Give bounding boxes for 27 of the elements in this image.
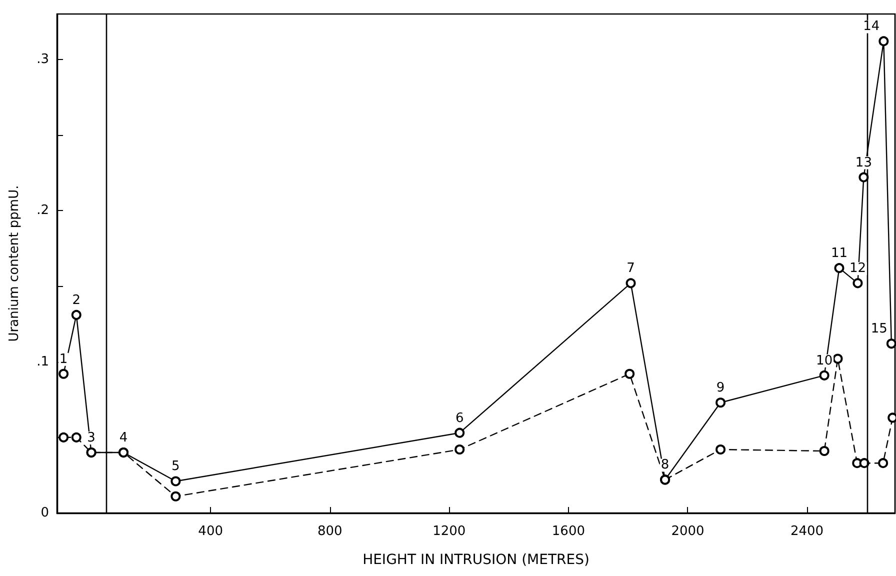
annotation: 8	[660, 458, 670, 473]
y-axis-title: Uranium content ppmU.	[7, 185, 22, 342]
annotation: 7	[626, 261, 635, 276]
x-tick-label: 400	[198, 524, 223, 539]
annotation: 13	[855, 155, 872, 170]
x-axis-title: HEIGHT IN INTRUSION (METRES)	[362, 552, 590, 568]
annotation: 4	[119, 430, 128, 446]
x-tick-label: 2000	[671, 524, 704, 539]
annotation: 3	[87, 430, 96, 446]
x-tick-label: 1600	[552, 524, 585, 539]
annotation: 10	[816, 353, 833, 368]
annotation: 5	[172, 459, 180, 474]
annotation: 11	[830, 246, 848, 262]
y-tick-label: 0	[40, 506, 49, 520]
annotation: 15	[870, 322, 888, 337]
annotation: 9	[716, 380, 725, 396]
y-tick-label: .3	[36, 52, 49, 67]
annotation: 6	[455, 410, 464, 426]
y-tick-label: .2	[36, 203, 49, 218]
x-tick-label: 800	[317, 524, 342, 539]
annotation: 12	[849, 261, 866, 276]
annotation: 2	[72, 292, 81, 308]
annotation: 1	[59, 352, 68, 367]
y-tick-label: .1	[36, 354, 49, 370]
x-tick-label: 2400	[790, 524, 824, 539]
annotation: 14	[863, 19, 880, 34]
x-tick-label: 1200	[432, 524, 466, 539]
